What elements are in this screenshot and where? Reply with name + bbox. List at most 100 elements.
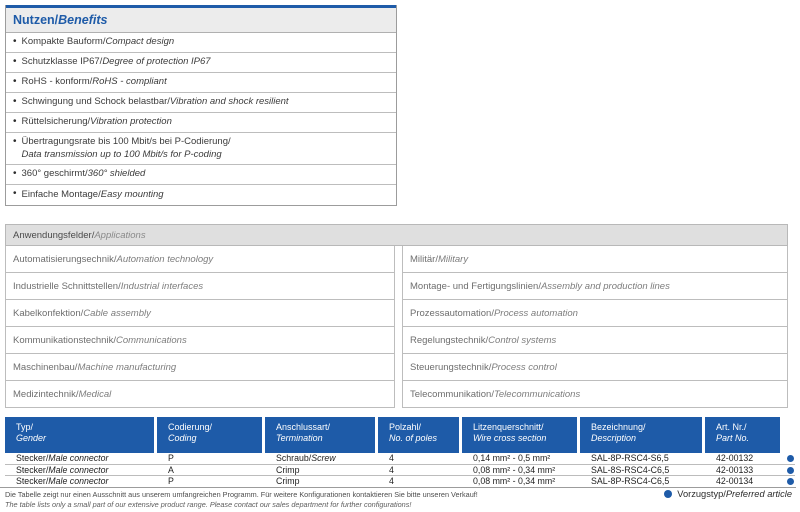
application-item: Prozessautomation/Process automation xyxy=(403,300,787,327)
cell-wire: 0,08 mm² - 0,34 mm² xyxy=(473,464,556,475)
application-item: Steuerungstechnik/Process control xyxy=(403,354,787,381)
cell-termination: Schraub/Screw xyxy=(265,453,378,463)
cell-description: SAL-8P-RSC4-S6,5 xyxy=(591,453,669,464)
cell-poles: 4 xyxy=(389,464,394,475)
cell-coding: P xyxy=(168,476,174,487)
column-header-de: Typ/ xyxy=(16,422,34,432)
cell-gender: Stecker/Male connector xyxy=(5,465,157,475)
benefit-text-en: Vibration and shock resilient xyxy=(169,96,289,108)
bullet-icon: • xyxy=(13,136,17,147)
preferred-article-dot-icon xyxy=(664,490,673,498)
benefit-text-en: Compact design xyxy=(105,36,175,48)
benefit-text-en: Data transmission up to 100 Mbit/s for P… xyxy=(21,148,222,160)
cell-gender-de: Stecker/ xyxy=(16,476,49,487)
bullet-icon: • xyxy=(13,76,17,87)
benefit-text-de: Rüttelsicherung/ xyxy=(21,116,91,128)
cell-termination: Crimp xyxy=(265,476,378,486)
application-de: Militär/ xyxy=(410,253,438,265)
application-item: Medizintechnik/Medical xyxy=(6,381,394,408)
column-header-en: Wire cross section xyxy=(473,433,547,444)
application-en: Automation technology xyxy=(116,253,214,265)
bullet-icon: • xyxy=(13,188,17,199)
column-header-wire: Litzenquerschnitt/Wire cross section xyxy=(462,417,580,453)
benefit-text-en: RoHS - compliant xyxy=(92,76,167,88)
cell-gender-en: Male connector xyxy=(48,453,109,464)
column-header-en: Part No. xyxy=(716,433,750,444)
application-en: Process control xyxy=(491,361,557,373)
applications-right-column: Militär/Military Montage- und Fertigungs… xyxy=(402,246,788,408)
application-en: Industrial interfaces xyxy=(120,280,204,292)
cell-gender-de: Stecker/ xyxy=(16,464,49,475)
application-en: Cable assembly xyxy=(83,307,151,319)
column-header-gender: Typ/Gender xyxy=(5,417,157,453)
column-header-poles: Polzahl/No. of poles xyxy=(378,417,462,453)
table-row: Stecker/Male connector P Crimp 4 0,08 mm… xyxy=(5,476,795,488)
product-table: Typ/Gender Codierung/Coding Anschlussart… xyxy=(5,417,795,488)
cell-coding: A xyxy=(168,464,174,475)
application-item: Industrielle Schnittstellen/Industrial i… xyxy=(6,273,394,300)
benefit-text-de: Schutzklasse IP67/ xyxy=(21,56,103,68)
bullet-icon: • xyxy=(13,168,17,179)
benefit-text-de: Schwingung und Schock belastbar/ xyxy=(21,96,170,108)
benefit-text-en: Easy mounting xyxy=(100,188,164,200)
preferred-article-dot-icon xyxy=(787,478,794,485)
cell-gender-en: Male connector xyxy=(48,464,109,475)
application-de: Kabelkonfektion/ xyxy=(13,307,84,319)
benefit-text-de: Einfache Montage/ xyxy=(21,188,101,200)
benefit-item: • Kompakte Bauform/Compact design xyxy=(6,33,396,53)
cell-part-no: 42-00134 xyxy=(716,476,754,487)
cell-part-no: 42-00132 xyxy=(716,453,754,464)
benefit-item: • Schutzklasse IP67/Degree of protection… xyxy=(6,53,396,73)
table-row: Stecker/Male connector A Crimp 4 0,08 mm… xyxy=(5,464,795,476)
application-item: Automatisierungsechnik/Automation techno… xyxy=(6,246,394,273)
application-de: Prozessautomation/ xyxy=(410,307,494,319)
application-item: Maschinenbau/Machine manufacturing xyxy=(6,354,394,381)
application-de: Maschinenbau/ xyxy=(13,361,78,373)
preferred-article-legend: Vorzugstyp/Preferred article xyxy=(664,489,792,499)
footer-note: Die Tabelle zeigt nur einen Ausschnitt a… xyxy=(5,490,645,510)
application-en: Machine manufacturing xyxy=(77,361,177,373)
cell-poles: 4 xyxy=(389,453,394,464)
application-de: Automatisierungsechnik/ xyxy=(13,253,117,265)
table-row: Stecker/Male connector P Schraub/Screw 4… xyxy=(5,453,795,465)
application-de: Regelungstechnik/ xyxy=(410,334,489,346)
application-de: Montage- und Fertigungslinien/ xyxy=(410,280,541,292)
benefits-title-en: Benefits xyxy=(58,13,108,27)
applications-title: Anwendungsfelder/Applications xyxy=(5,224,788,246)
bullet-icon: • xyxy=(13,116,17,127)
benefit-item: • Einfache Montage/Easy mounting xyxy=(6,185,396,205)
applications-left-column: Automatisierungsechnik/Automation techno… xyxy=(5,246,395,408)
bullet-icon: • xyxy=(13,56,17,67)
cell-description: SAL-8S-RSC4-C6,5 xyxy=(591,464,670,475)
application-en: Assembly and production lines xyxy=(540,280,670,292)
benefit-item: • Rüttelsicherung/Vibration protection xyxy=(6,113,396,133)
application-en: Telecommunications xyxy=(493,388,581,400)
column-header-de: Bezeichnung/ xyxy=(591,422,646,432)
bullet-icon: • xyxy=(13,36,17,47)
cell-wire: 0,14 mm² - 0,5 mm² xyxy=(473,453,551,464)
column-header-termination: Anschlussart/Termination xyxy=(265,417,378,453)
column-header-en: Description xyxy=(591,433,637,444)
column-header-en: No. of poles xyxy=(389,433,438,444)
divider xyxy=(0,487,796,488)
benefit-item: • Übertragungsrate bis 100 Mbit/s bei P-… xyxy=(6,133,396,165)
benefit-item: • RoHS - konform/RoHS - compliant xyxy=(6,73,396,93)
cell-termination: Crimp xyxy=(265,465,378,475)
application-item: Militär/Military xyxy=(403,246,787,273)
cell-wire: 0,08 mm² - 0,34 mm² xyxy=(473,476,556,487)
column-header-coding: Codierung/Coding xyxy=(157,417,265,453)
cell-poles: 4 xyxy=(389,476,394,487)
benefits-section: Nutzen/Benefits • Kompakte Bauform/Compa… xyxy=(5,5,397,206)
cell-termination-de: Crimp xyxy=(276,464,300,475)
footer-note-en: The table lists only a small part of our… xyxy=(5,499,412,509)
cell-coding: P xyxy=(168,453,174,464)
cell-termination-en: Screw xyxy=(311,453,336,464)
benefits-title-de: Nutzen/ xyxy=(13,13,59,27)
cell-gender: Stecker/Male connector xyxy=(5,476,157,486)
applications-section: Anwendungsfelder/Applications Automatisi… xyxy=(5,224,788,408)
column-header-de: Anschlussart/ xyxy=(276,422,331,432)
product-table-header: Typ/Gender Codierung/Coding Anschlussart… xyxy=(5,417,795,453)
application-en: Process automation xyxy=(493,307,578,319)
legend-label-en: Preferred article xyxy=(725,489,792,499)
